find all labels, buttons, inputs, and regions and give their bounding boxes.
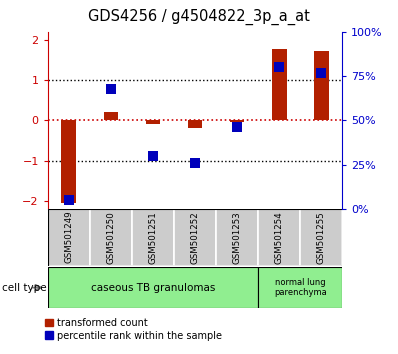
Text: GSM501252: GSM501252 — [191, 211, 199, 264]
Bar — [258, 209, 300, 266]
Text: GSM501251: GSM501251 — [148, 211, 158, 264]
Legend: transformed count, percentile rank within the sample: transformed count, percentile rank withi… — [45, 318, 222, 341]
Text: GSM501255: GSM501255 — [317, 211, 326, 264]
Bar — [258, 267, 342, 308]
Bar — [103, 112, 118, 120]
Point — [66, 197, 72, 203]
Text: normal lung
parenchyma: normal lung parenchyma — [274, 278, 327, 297]
Bar — [314, 51, 329, 120]
Bar — [216, 209, 258, 266]
Point — [318, 70, 324, 75]
Bar — [300, 209, 342, 266]
Text: GSM501250: GSM501250 — [106, 211, 115, 264]
Bar — [188, 120, 202, 127]
Point — [192, 160, 198, 166]
Text: GDS4256 / g4504822_3p_a_at: GDS4256 / g4504822_3p_a_at — [88, 9, 310, 25]
Text: caseous TB granulomas: caseous TB granulomas — [91, 282, 215, 293]
Bar — [174, 209, 216, 266]
Bar — [90, 209, 132, 266]
Point — [276, 64, 282, 70]
Bar — [48, 267, 258, 308]
Bar — [48, 209, 90, 266]
Text: GSM501253: GSM501253 — [232, 211, 242, 264]
Text: GSM501249: GSM501249 — [64, 211, 73, 263]
Point — [150, 153, 156, 159]
Bar — [61, 120, 76, 203]
Point — [234, 125, 240, 130]
Bar — [132, 209, 174, 266]
Bar — [272, 49, 287, 120]
Point — [108, 86, 114, 91]
Bar — [146, 120, 160, 124]
Text: cell type: cell type — [2, 282, 47, 293]
Text: GSM501254: GSM501254 — [275, 211, 284, 264]
Bar — [230, 120, 244, 122]
